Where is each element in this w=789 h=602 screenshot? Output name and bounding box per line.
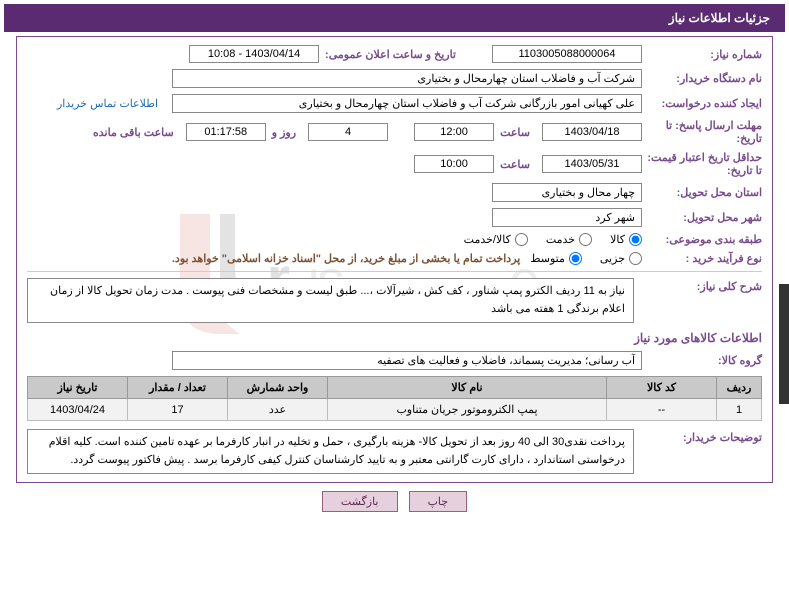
radio-service-label: خدمت — [546, 233, 575, 246]
time-label-2: ساعت — [500, 158, 530, 171]
radio-service[interactable]: خدمت — [546, 233, 592, 246]
time-label-1: ساعت — [500, 126, 530, 139]
deadline-time-field: 12:00 — [414, 123, 494, 141]
days-label: روز و — [272, 126, 296, 139]
cell-date: 1403/04/24 — [28, 399, 128, 421]
city-label: شهر محل تحویل: — [642, 211, 762, 224]
need-no-label: شماره نیاز: — [642, 48, 762, 61]
group-field: آب رسانی؛ مدیریت پسماند، فاضلاب و فعالیت… — [172, 351, 642, 370]
announce-field: 1403/04/14 - 10:08 — [189, 45, 319, 63]
category-radio-group: کالا خدمت کالا/خدمت — [464, 233, 642, 246]
buyer-notes-label: توضیحات خریدار: — [642, 429, 762, 444]
radio-both-label: کالا/خدمت — [464, 233, 511, 246]
goods-info-label: اطلاعات کالاهای مورد نیاز — [27, 331, 762, 345]
requester-field: علی کهیانی امور بازرگانی شرکت آب و فاضلا… — [172, 94, 642, 113]
deadline-label: مهلت ارسال پاسخ: تا تاریخ: — [642, 119, 762, 145]
process-radio-group: جزیی متوسط — [530, 252, 642, 265]
back-button[interactable]: بازگشت — [322, 491, 398, 512]
contact-link[interactable]: اطلاعات تماس خریدار — [57, 97, 158, 110]
cell-unit: عدد — [228, 399, 328, 421]
th-row: ردیف — [717, 377, 762, 399]
province-label: استان محل تحویل: — [642, 186, 762, 199]
table-row: 1 -- پمپ الکتروموتور جریان متناوب عدد 17… — [28, 399, 762, 421]
radio-medium-label: متوسط — [530, 252, 565, 265]
radio-both[interactable]: کالا/خدمت — [464, 233, 528, 246]
need-no-field: 1103005088000064 — [492, 45, 642, 63]
countdown-field: 01:17:58 — [186, 123, 266, 141]
process-label: نوع فرآیند خرید : — [642, 252, 762, 265]
radio-goods-label: کالا — [610, 233, 625, 246]
cell-row: 1 — [717, 399, 762, 421]
button-bar: چاپ بازگشت — [0, 491, 789, 512]
radio-goods[interactable]: کالا — [610, 233, 642, 246]
th-date: تاریخ نیاز — [28, 377, 128, 399]
radio-partial-input[interactable] — [629, 252, 642, 265]
radio-partial-label: جزیی — [600, 252, 625, 265]
radio-service-input[interactable] — [579, 233, 592, 246]
th-unit: واحد شمارش — [228, 377, 328, 399]
side-decoration — [779, 284, 789, 404]
days-field: 4 — [308, 123, 388, 141]
buyer-notes-text: پرداخت نقدی30 الی 40 روز بعد از تحویل کا… — [27, 429, 634, 474]
main-panel: شماره نیاز: 1103005088000064 تاریخ و ساع… — [16, 36, 773, 483]
items-table: ردیف کد کالا نام کالا واحد شمارش تعداد /… — [27, 376, 762, 421]
requester-label: ایجاد کننده درخواست: — [642, 97, 762, 110]
province-field: چهار محال و بختیاری — [492, 183, 642, 202]
cell-name: پمپ الکتروموتور جریان متناوب — [328, 399, 607, 421]
deadline-date-field: 1403/04/18 — [542, 123, 642, 141]
radio-goods-input[interactable] — [629, 233, 642, 246]
group-label: گروه کالا: — [642, 354, 762, 367]
radio-medium[interactable]: متوسط — [530, 252, 582, 265]
announce-label: تاریخ و ساعت اعلان عمومی: — [325, 48, 456, 61]
radio-both-input[interactable] — [515, 233, 528, 246]
buyer-org-field: شرکت آب و فاضلاب استان چهارمحال و بختیار… — [172, 69, 642, 88]
desc-text: نیاز به 11 ردیف الکترو پمپ شناور ، کف کش… — [27, 278, 634, 323]
validity-label: حداقل تاریخ اعتبار قیمت: تا تاریخ: — [642, 151, 762, 177]
cell-qty: 17 — [128, 399, 228, 421]
city-field: شهر کرد — [492, 208, 642, 227]
th-name: نام کالا — [328, 377, 607, 399]
validity-date-field: 1403/05/31 — [542, 155, 642, 173]
desc-label: شرح کلی نیاز: — [642, 278, 762, 293]
buyer-org-label: نام دستگاه خریدار: — [642, 72, 762, 85]
remain-label: ساعت باقی مانده — [93, 126, 174, 139]
print-button[interactable]: چاپ — [409, 491, 468, 512]
header-title: جزئیات اطلاعات نیاز — [669, 11, 770, 25]
category-label: طبقه بندی موضوعی: — [642, 233, 762, 246]
th-code: کد کالا — [607, 377, 717, 399]
th-qty: تعداد / مقدار — [128, 377, 228, 399]
radio-partial[interactable]: جزیی — [600, 252, 642, 265]
cell-code: -- — [607, 399, 717, 421]
validity-time-field: 10:00 — [414, 155, 494, 173]
process-note: پرداخت تمام یا بخشی از مبلغ خرید، از محل… — [172, 252, 520, 265]
radio-medium-input[interactable] — [569, 252, 582, 265]
page-header: جزئیات اطلاعات نیاز — [4, 4, 785, 32]
